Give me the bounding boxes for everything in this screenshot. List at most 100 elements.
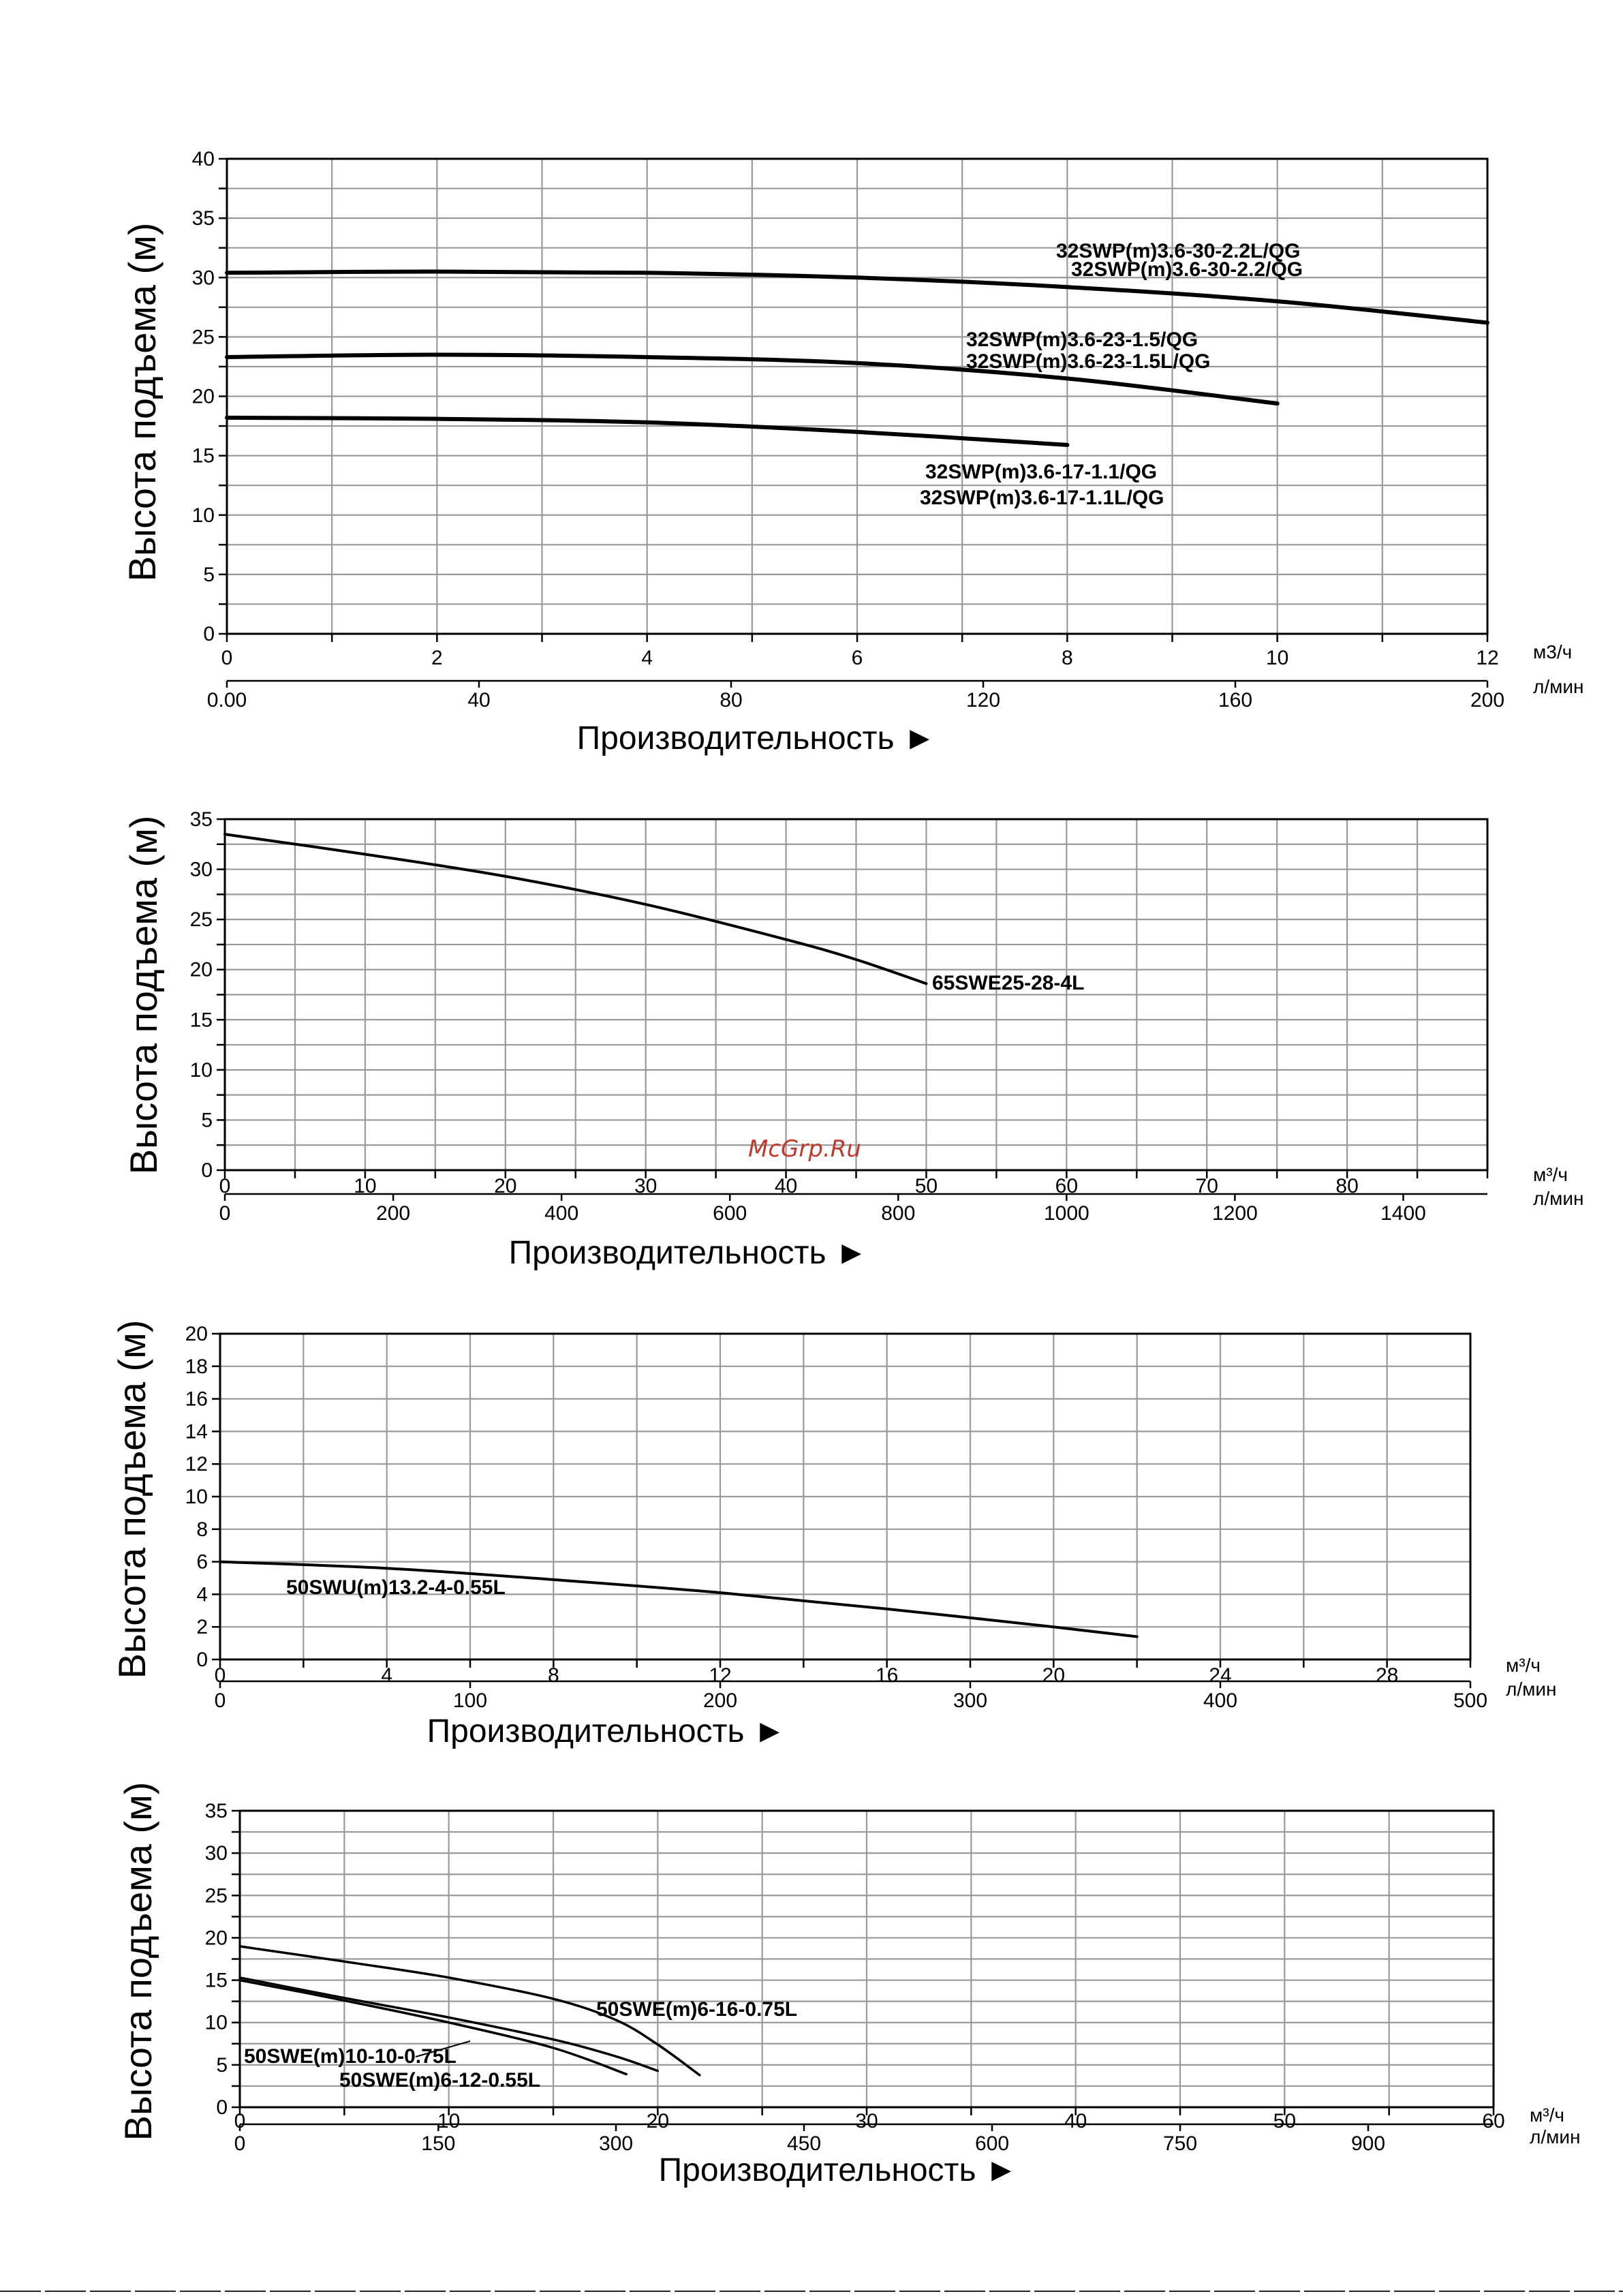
series-curve-1 — [225, 269, 1489, 325]
x2-tick-label: 600 — [713, 1202, 747, 1225]
x2-tick-label: 600 — [975, 2132, 1009, 2155]
series-curve-3 — [225, 415, 1070, 447]
x-unit-label: м³/ч — [1533, 1164, 1568, 1185]
y-tick-label: 16 — [185, 1388, 208, 1411]
x-tick-label: 20 — [1042, 1664, 1065, 1687]
x2-tick-label: 300 — [599, 2132, 633, 2155]
y-tick-label: 35 — [205, 1800, 228, 1822]
y-tick-label: 10 — [185, 1486, 208, 1508]
x-tick-label: 8 — [548, 1664, 559, 1687]
x-tick-label: 0 — [219, 1175, 231, 1197]
y-tick-label: 10 — [205, 2012, 228, 2034]
x2-tick-label: 200 — [1470, 689, 1504, 711]
series-label: 50SWE(m)6-12-0.55L — [339, 2069, 540, 2092]
series-label: 32SWP(m)3.6-17-1.1/QG — [925, 461, 1157, 483]
x2-tick-label: 150 — [421, 2132, 455, 2155]
y-tick-label: 10 — [192, 504, 215, 527]
y-tick-label: 20 — [205, 1927, 228, 1949]
x2-tick-label: 0.00 — [207, 689, 247, 711]
x2-tick-label: 500 — [1453, 1689, 1487, 1712]
series-label: 50SWE(m)10-10-0.75L — [244, 2045, 457, 2068]
x-tick-label: 28 — [1376, 1664, 1398, 1687]
series-curve-2 — [238, 1976, 660, 2072]
label-leader-line — [415, 2040, 471, 2057]
series-curve-1 — [219, 1560, 1139, 1638]
x-axis-title: Производительность ► — [659, 2152, 1018, 2188]
series-label: 32SWP(m)3.6-23-1.5/QG — [966, 328, 1198, 351]
y-axis-title: Высота подъема (м) — [110, 1320, 153, 1679]
y-tick-label: 30 — [192, 266, 215, 289]
y-tick-label: 6 — [196, 1551, 208, 1574]
series-curve-1 — [223, 833, 928, 985]
x2-tick-label: 160 — [1218, 689, 1252, 711]
x-tick-label: 2 — [431, 647, 443, 669]
x-tick-label: 60 — [1482, 2110, 1504, 2132]
y-tick-label: 25 — [192, 326, 215, 348]
x2-tick-label: 0 — [234, 2132, 246, 2155]
series-label: 32SWP(m)3.6-30-2.2L/QG — [1056, 240, 1300, 262]
x-unit-label: м³/ч — [1530, 2104, 1564, 2126]
x-unit-label: м³/ч — [1506, 1655, 1541, 1676]
x-tick-label: 10 — [437, 2110, 460, 2132]
y-tick-label: 20 — [185, 1323, 208, 1345]
x2-tick-label: 100 — [453, 1689, 487, 1712]
x2-tick-label: 40 — [467, 689, 490, 711]
y-tick-label: 25 — [190, 908, 213, 931]
series-label: 32SWP(m)3.6-23-1.5L/QG — [966, 350, 1210, 373]
y-tick-label: 30 — [190, 859, 213, 881]
y-axis-title: Высота подъема (м) — [117, 1782, 159, 2141]
x2-tick-label: 400 — [1203, 1689, 1237, 1712]
x-tick-label: 6 — [852, 647, 863, 669]
chart-1: 0 5 10 15 20 25 30 35 40 0 2 4 6 8 10 12 0.00 40 80 120 160 2… — [121, 148, 1583, 756]
x-tick-label: 4 — [381, 1664, 392, 1687]
y-tick-label: 15 — [205, 1970, 228, 1992]
x-tick-label: 20 — [647, 2110, 669, 2132]
x-tick-label: 40 — [1064, 2110, 1087, 2132]
y-tick-label: 15 — [190, 1009, 213, 1031]
y-tick-label: 5 — [203, 564, 215, 586]
y-tick-label: 5 — [216, 2054, 228, 2077]
x2-tick-label: 1000 — [1044, 1202, 1089, 1225]
y-tick-label: 20 — [192, 386, 215, 408]
y-axis-title: Высота подъема (м) — [122, 816, 165, 1175]
y-tick-label: 40 — [192, 148, 215, 170]
x2-tick-label: 750 — [1163, 2132, 1197, 2155]
series-label: 65SWE25-28-4L — [932, 972, 1084, 994]
x-tick-label: 10 — [1266, 647, 1288, 669]
x2-tick-label: 800 — [881, 1202, 915, 1225]
series-curve-2 — [225, 352, 1280, 405]
y-tick-label: 14 — [185, 1420, 208, 1443]
x-tick-label: 0 — [234, 2110, 246, 2132]
y-tick-label: 0 — [196, 1649, 208, 1671]
y-tick-label: 2 — [196, 1616, 208, 1638]
x2-tick-label: 0 — [215, 1689, 226, 1712]
x2-unit-label: л/мин — [1533, 676, 1583, 697]
x-axis-title: Производительность ► — [427, 1713, 786, 1749]
y-axis-title: Высота подъема (м) — [121, 223, 164, 582]
y-tick-label: 12 — [185, 1453, 208, 1475]
y-tick-label: 0 — [203, 623, 215, 645]
y-tick-label: 5 — [201, 1109, 213, 1131]
y-tick-label: 30 — [205, 1842, 228, 1865]
x2-tick-label: 80 — [720, 689, 742, 711]
y-tick-label: 15 — [192, 445, 215, 468]
x2-tick-label: 0 — [219, 1202, 231, 1225]
x-tick-label: 30 — [855, 2110, 878, 2132]
y-tick-label: 25 — [205, 1884, 228, 1907]
x2-unit-label: л/мин — [1506, 1679, 1556, 1700]
y-tick-label: 35 — [190, 808, 213, 831]
y-tick-label: 10 — [190, 1059, 213, 1082]
watermark: McGrp.Ru — [748, 1135, 861, 1163]
y-tick-label: 8 — [196, 1518, 208, 1541]
y-tick-label: 0 — [216, 2096, 228, 2119]
x-axis-title: Производительность ► — [509, 1235, 868, 1271]
x2-tick-label: 1200 — [1212, 1202, 1258, 1225]
x2-tick-label: 200 — [376, 1202, 410, 1225]
x2-tick-label: 120 — [966, 689, 1000, 711]
x-tick-label: 4 — [641, 647, 653, 669]
x2-tick-label: 450 — [787, 2132, 821, 2155]
x-tick-label: 0 — [221, 647, 233, 669]
